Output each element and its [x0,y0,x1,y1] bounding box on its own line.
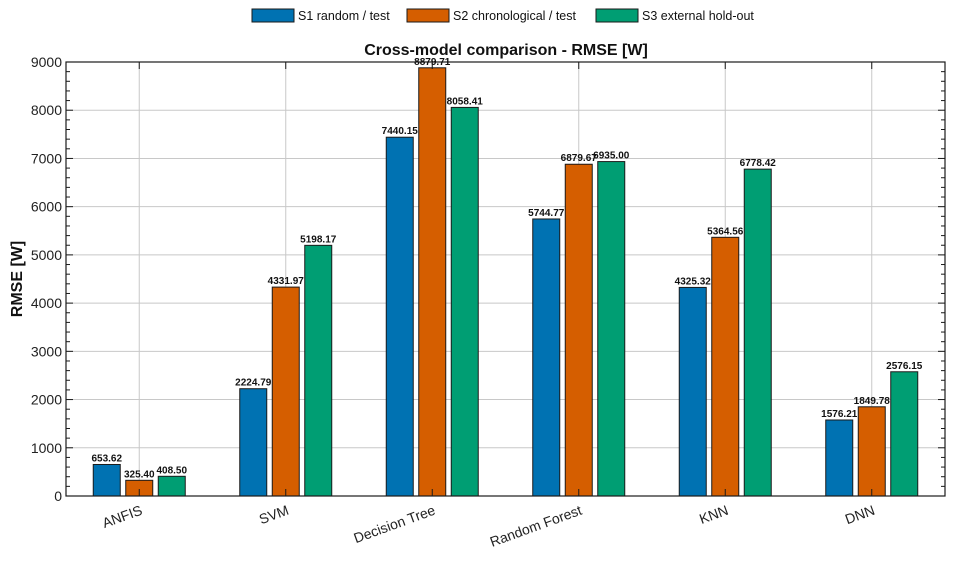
bar-value-label: 4331.97 [268,276,305,287]
bar-value-label: 6879.67 [561,153,598,164]
bar [711,236,740,497]
bar [271,286,300,497]
bar-value-label: 408.50 [156,465,187,476]
y-tick-label: 4000 [31,295,62,311]
legend-swatch [406,8,450,23]
x-category-label: ANFIS [100,502,144,531]
y-tick-label: 8000 [31,102,62,118]
y-tick-label: 9000 [31,54,62,70]
bar-value-label: 5744.77 [528,208,565,219]
bar [532,218,561,497]
bar-value-label: 1576.21 [821,409,858,420]
bar [857,406,886,497]
value-labels: 653.62 2224.79 7440.15 5744.77 4325.32 1576.2… [91,57,922,481]
y-tick-label: 1000 [31,440,62,456]
bar-value-label: 7440.15 [382,126,419,137]
bar-value-label: 8879.71 [414,57,451,68]
bar-value-label: 653.62 [91,453,122,464]
y-tick-label: 7000 [31,150,62,166]
chart-title: Cross-model comparison - RMSE [W] [364,42,648,59]
bar [157,475,186,497]
bar [92,463,121,497]
bar [564,163,593,497]
x-category-label: KNN [697,502,730,527]
bar-value-label: 8058.41 [447,96,484,107]
bar [418,67,447,497]
legend-swatch [251,8,295,23]
axes-frame [65,61,946,497]
bar-value-label: 1849.78 [854,396,891,407]
plot-area [66,62,945,496]
bar [678,286,707,497]
x-category-label: Decision Tree [351,502,437,546]
bar [825,419,854,497]
x-category-label: DNN [843,502,877,527]
legend-label: S3 external hold-out [642,9,754,23]
y-tick-label: 0 [54,488,62,504]
bar-value-label: 2224.79 [235,378,272,389]
bar-value-label: 6935.00 [593,151,630,162]
legend-label: S2 chronological / test [453,9,577,23]
x-category-label: Random Forest [488,502,584,550]
legend-label: S1 random / test [298,9,390,23]
bar [743,168,772,497]
bar [890,371,919,497]
legend: S1 random / test S2 chronological / test S… [251,8,754,23]
bar [597,161,626,497]
y-axis-label: RMSE [W] [9,241,26,317]
legend-swatch [595,8,639,23]
bar-value-label: 2576.15 [886,361,923,372]
bar-value-label: 325.40 [124,469,155,480]
y-tick-label: 2000 [31,392,62,408]
x-axis-labels: ANFIS SVM Decision Tree Random Forest KNN DNN [100,502,877,550]
y-tick-label: 3000 [31,343,62,359]
gridlines [66,61,945,497]
bar [450,106,479,497]
bar-value-label: 5364.56 [707,226,744,237]
bar [304,244,333,497]
bar-value-label: 5198.17 [300,234,337,245]
axes [65,61,946,497]
bars-group [92,67,919,497]
bar [239,388,268,497]
y-axis-ticks: 0 1000 2000 3000 4000 5000 6000 7000 8000 9000 [31,54,62,504]
bar-value-label: 6778.42 [740,158,777,169]
x-category-label: SVM [257,502,291,527]
y-tick-label: 6000 [31,199,62,215]
bar [385,136,414,497]
bar-value-label: 4325.32 [675,276,712,287]
y-tick-label: 5000 [31,247,62,263]
